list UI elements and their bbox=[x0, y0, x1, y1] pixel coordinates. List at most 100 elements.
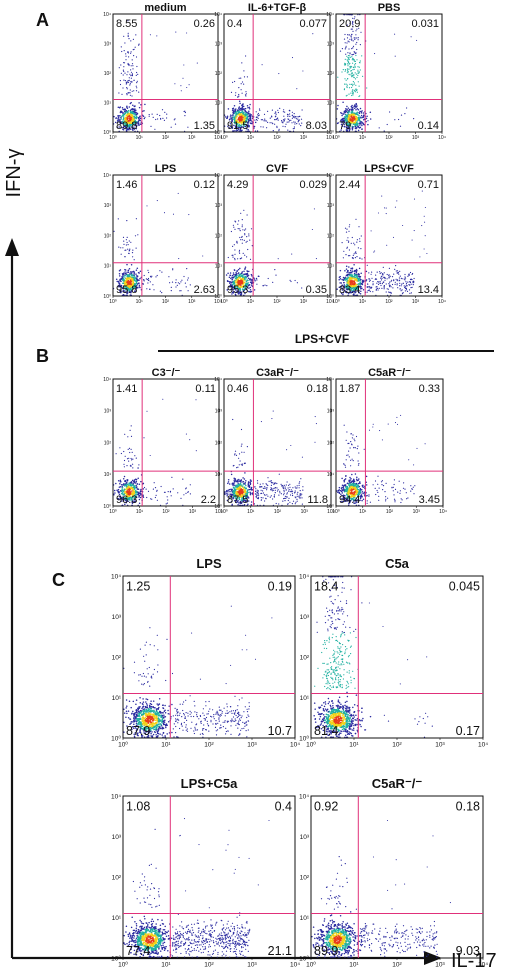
event-dot bbox=[356, 37, 358, 39]
event-dot bbox=[257, 496, 260, 498]
event-dot bbox=[128, 128, 130, 131]
event-dot bbox=[372, 284, 374, 286]
event-dot bbox=[180, 85, 182, 87]
event-dot bbox=[155, 494, 157, 496]
event-dot bbox=[256, 492, 258, 494]
event-dot bbox=[126, 118, 129, 121]
event-dot bbox=[273, 495, 275, 497]
event-dot bbox=[351, 487, 354, 490]
event-dot bbox=[251, 122, 253, 125]
event-dot bbox=[362, 498, 365, 501]
event-dot bbox=[249, 258, 252, 260]
event-dot bbox=[151, 498, 153, 500]
event-dot bbox=[360, 283, 362, 285]
event-dot bbox=[234, 257, 236, 260]
event-dot bbox=[130, 52, 132, 54]
event-dot bbox=[239, 102, 241, 105]
event-dot bbox=[384, 279, 386, 281]
event-dot bbox=[343, 89, 345, 91]
x-tick-label: 10¹ bbox=[359, 299, 367, 305]
event-dot bbox=[138, 102, 140, 104]
event-dot bbox=[419, 256, 421, 258]
event-dot bbox=[377, 212, 380, 214]
event-dot bbox=[228, 483, 231, 485]
event-dot bbox=[127, 34, 129, 36]
event-dot bbox=[187, 290, 189, 292]
event-dot bbox=[127, 81, 130, 83]
event-dot bbox=[421, 225, 423, 227]
event-dot bbox=[133, 259, 135, 261]
event-dot bbox=[295, 501, 297, 503]
event-dot bbox=[170, 126, 172, 128]
event-dot bbox=[410, 292, 412, 294]
event-dot bbox=[348, 73, 350, 75]
event-dot bbox=[361, 499, 363, 502]
event-dot bbox=[353, 438, 355, 440]
event-dot bbox=[394, 499, 396, 501]
event-dot bbox=[123, 66, 125, 68]
event-dot bbox=[142, 482, 145, 485]
quadrant-upper-left: 20.9 bbox=[339, 18, 360, 30]
event-dot bbox=[236, 467, 238, 469]
y-tick-label: 10⁰ bbox=[326, 294, 334, 300]
event-dot bbox=[358, 85, 360, 87]
event-dot bbox=[275, 119, 277, 121]
event-dot bbox=[284, 497, 286, 499]
event-dot bbox=[139, 117, 142, 120]
event-dot bbox=[392, 486, 394, 488]
y-tick-label: 10¹ bbox=[104, 264, 112, 270]
event-dot bbox=[242, 477, 244, 479]
event-dot bbox=[129, 273, 131, 275]
event-dot bbox=[404, 286, 406, 288]
event-dot bbox=[244, 107, 247, 110]
event-dot bbox=[404, 279, 406, 281]
event-dot bbox=[156, 113, 158, 115]
event-dot bbox=[350, 70, 352, 72]
event-dot bbox=[400, 277, 402, 279]
event-dot bbox=[247, 106, 249, 109]
event-dot bbox=[242, 105, 245, 108]
event-dot bbox=[227, 280, 229, 283]
event-dot bbox=[355, 482, 358, 485]
event-dot bbox=[368, 287, 370, 289]
event-dot bbox=[298, 484, 300, 486]
event-dot bbox=[241, 481, 243, 483]
event-dot bbox=[129, 116, 131, 118]
event-dot bbox=[404, 290, 406, 292]
event-dot bbox=[394, 501, 396, 503]
event-dot bbox=[355, 105, 358, 108]
event-dot bbox=[343, 481, 346, 483]
event-dot bbox=[128, 250, 130, 252]
event-dot bbox=[129, 83, 131, 85]
event-dot bbox=[268, 480, 270, 482]
event-dot bbox=[357, 280, 360, 282]
event-dot bbox=[398, 480, 400, 482]
event-dot bbox=[382, 485, 385, 487]
event-dot bbox=[140, 494, 142, 496]
event-dot bbox=[250, 119, 252, 122]
event-dot bbox=[182, 478, 184, 480]
event-dot bbox=[261, 119, 264, 121]
event-dot bbox=[351, 72, 353, 74]
event-dot bbox=[397, 271, 399, 273]
event-dot bbox=[348, 450, 350, 452]
event-dot bbox=[234, 249, 236, 251]
event-dot bbox=[288, 109, 291, 111]
event-dot bbox=[232, 112, 235, 114]
event-dot bbox=[248, 112, 250, 114]
event-dot bbox=[133, 48, 135, 50]
event-dot bbox=[117, 106, 120, 109]
event-dot bbox=[356, 275, 358, 277]
facs-plot: 10⁰10⁰10¹10¹10²10²10³10³10⁴10⁴C3aR⁻/⁻0.4… bbox=[214, 367, 335, 515]
x-tick-label: 10² bbox=[274, 509, 282, 515]
event-dot bbox=[125, 59, 127, 61]
event-dot bbox=[354, 440, 356, 442]
y-tick-label: 10³ bbox=[104, 41, 112, 47]
event-dot bbox=[253, 289, 256, 291]
event-dot bbox=[245, 228, 247, 230]
event-dot bbox=[282, 487, 285, 489]
event-dot bbox=[254, 119, 256, 121]
event-dot bbox=[135, 273, 137, 275]
event-dot bbox=[134, 46, 136, 48]
event-dot bbox=[127, 113, 129, 116]
